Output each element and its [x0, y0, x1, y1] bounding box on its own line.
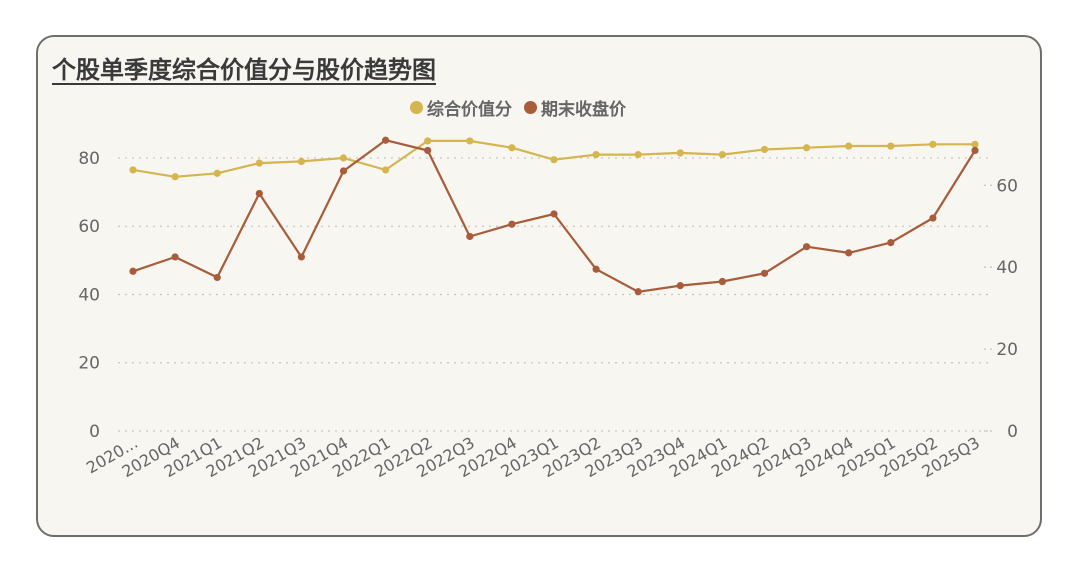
score-point-6 [382, 166, 390, 174]
score-point-10 [550, 156, 558, 164]
score-point-12 [634, 150, 642, 159]
price-point-12 [634, 288, 642, 296]
score-point-4 [297, 157, 305, 165]
price-point-0 [129, 267, 137, 275]
y-left-tick-20: 20 [78, 354, 100, 374]
score-point-16 [803, 144, 811, 152]
score-point-8 [466, 137, 474, 145]
score-point-9 [508, 144, 516, 152]
price-point-18 [887, 239, 895, 247]
score-point-0 [129, 166, 137, 174]
chart-title: 个股单季度综合价值分与股价趋势图 [52, 56, 436, 84]
price-point-9 [508, 220, 516, 228]
score-point-18 [887, 142, 895, 150]
y-left-tick-0: 0 [89, 422, 100, 442]
chart-legend: 综合价值分 期末收盘价 [410, 95, 626, 120]
y-left-tick-60: 60 [78, 217, 100, 237]
price-point-20 [971, 146, 979, 155]
price-point-10 [550, 210, 558, 218]
y-right-tick-40: 40 [996, 258, 1018, 278]
price-point-11 [592, 265, 600, 273]
chart-card [36, 35, 1042, 537]
price-point-8 [466, 232, 474, 241]
score-point-1 [171, 173, 179, 181]
price-point-13 [676, 282, 684, 290]
legend-marker-score [410, 101, 423, 114]
score-point-13 [676, 149, 684, 157]
price-point-17 [845, 249, 853, 257]
score-point-5 [339, 154, 348, 162]
price-point-16 [803, 243, 811, 251]
price-point-1 [171, 253, 179, 261]
score-point-19 [929, 140, 937, 148]
legend-label-score: 综合价值分 [427, 100, 512, 120]
y-left-tick-40: 40 [78, 285, 100, 305]
price-point-4 [297, 253, 305, 261]
y-right-tick-20: 20 [996, 340, 1018, 360]
y-right-tick-60: 60 [996, 176, 1018, 196]
score-point-2 [213, 169, 221, 177]
y-left-tick-80: 80 [78, 149, 100, 169]
legend-label-price: 期末收盘价 [541, 100, 626, 120]
price-point-3 [255, 189, 263, 198]
price-point-5 [339, 167, 348, 175]
legend-item-price[interactable]: 期末收盘价 [524, 95, 626, 120]
score-point-11 [592, 150, 600, 159]
price-point-6 [382, 136, 390, 144]
price-point-19 [929, 214, 937, 222]
price-point-15 [760, 269, 769, 277]
y-right-tick-0: 0 [1007, 422, 1018, 442]
legend-item-score[interactable]: 综合价值分 [410, 95, 512, 120]
score-point-20 [971, 140, 979, 148]
score-point-7 [424, 137, 432, 145]
price-point-14 [718, 277, 727, 286]
price-point-7 [424, 146, 432, 155]
score-point-14 [718, 150, 727, 159]
legend-marker-price [524, 101, 537, 114]
score-point-17 [845, 142, 853, 150]
score-point-3 [255, 159, 263, 167]
score-point-15 [760, 145, 769, 154]
price-point-2 [213, 273, 221, 282]
